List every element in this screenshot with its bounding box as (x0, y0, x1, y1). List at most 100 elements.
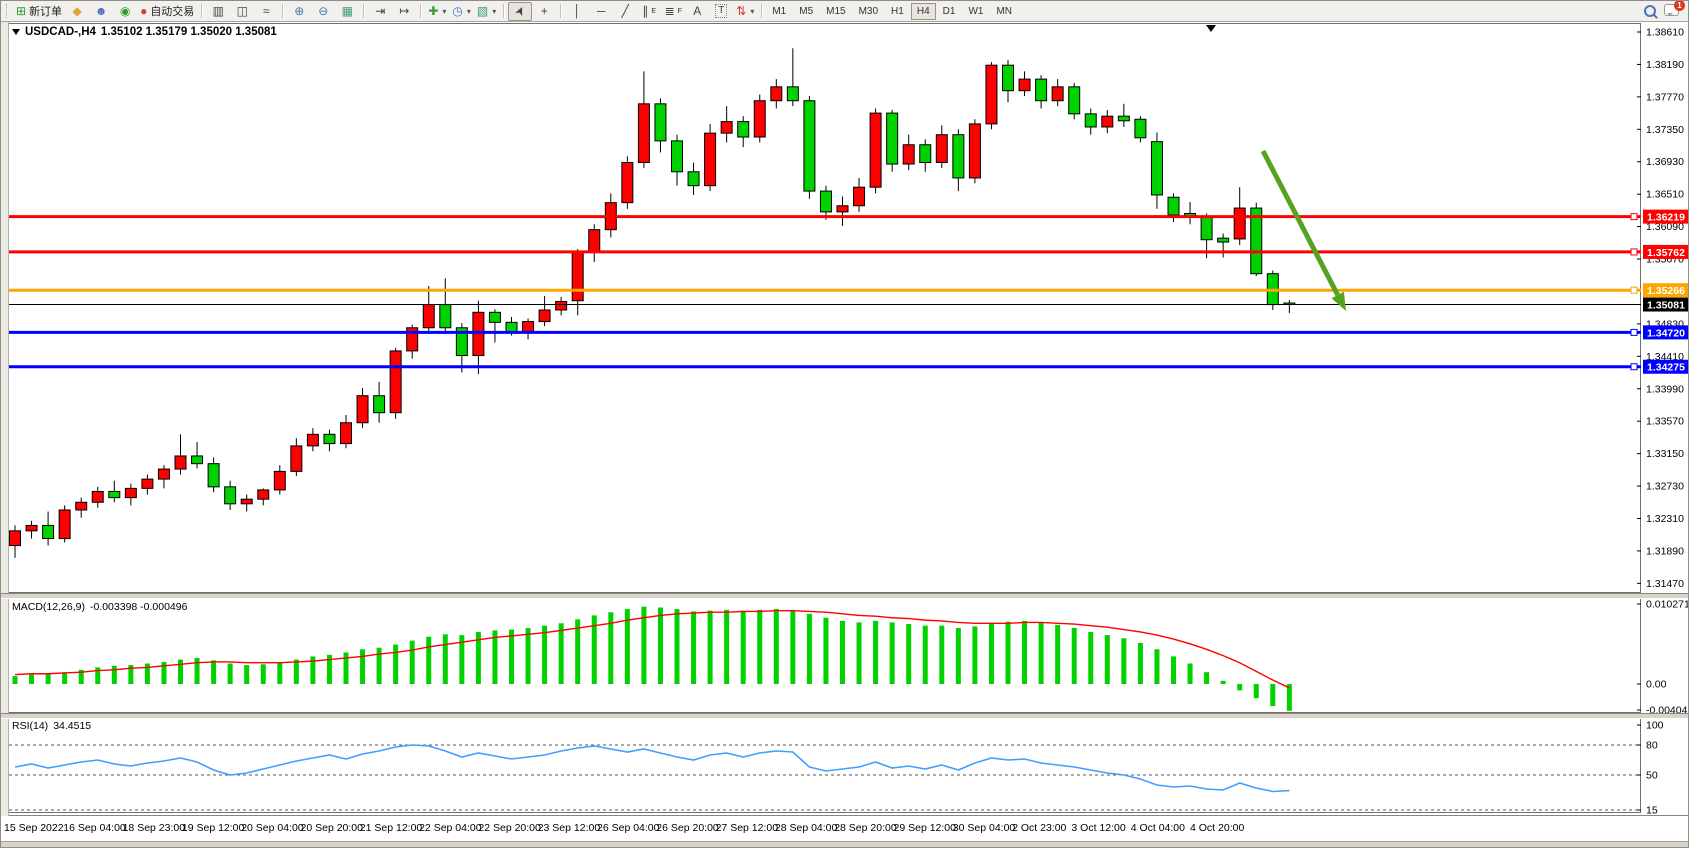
toolbar-grip[interactable] (6, 4, 11, 18)
signal-button[interactable]: ◉ (113, 2, 137, 21)
new-order-button[interactable]: ⊞ 新订单 (13, 2, 65, 21)
candle (389, 350, 402, 414)
macd-histogram-bar (856, 622, 862, 684)
tf-D1-button[interactable]: D1 (942, 5, 956, 17)
new-order-icon: ⊞ (16, 4, 27, 18)
candle (952, 134, 965, 179)
time-label: 23 Sep 12:00 (538, 822, 601, 834)
zoom-out-button[interactable]: ⊖ (311, 2, 335, 21)
tf-MN-button[interactable]: MN (996, 5, 1012, 17)
bar-chart-button[interactable]: ▥ (206, 2, 230, 21)
macd-histogram-bar (442, 634, 448, 684)
chat-button[interactable]: 1 (1664, 1, 1685, 19)
zoom-in-icon: ⊕ (294, 4, 305, 18)
auto-trading-button[interactable]: ● 自动交易 (137, 2, 197, 21)
macd-histogram-bar (426, 636, 432, 684)
candlestick-chart-button[interactable]: ◫ (230, 2, 254, 21)
level-handle[interactable] (1630, 248, 1638, 256)
crosshair-tool-button[interactable]: + (532, 2, 556, 21)
cursor-tool-button[interactable]: ➤ (508, 1, 533, 21)
bid-price-box (1643, 297, 1688, 312)
candle (323, 433, 336, 445)
chevron-down-icon: ▾ (492, 6, 497, 16)
chart-shift-button[interactable]: ↦ (392, 2, 416, 21)
time-label: 16 Sep 04:00 (63, 822, 126, 834)
channel-letter: E (651, 7, 657, 15)
macd-histogram-bar (1253, 684, 1259, 699)
trend-arrow-line[interactable] (1260, 149, 1340, 297)
text-tool-button[interactable]: A (685, 2, 709, 21)
line-chart-icon: ≈ (263, 4, 270, 18)
channel-tool-button[interactable]: ∥ E (637, 2, 661, 21)
pane-resize-macd-rsi[interactable] (1, 713, 1688, 719)
candle (671, 140, 683, 173)
chart-shift-marker[interactable] (1206, 25, 1216, 32)
search-icon[interactable] (1644, 5, 1656, 17)
level-price-box (1643, 283, 1688, 298)
tf-M5-button[interactable]: M5 (799, 5, 814, 17)
fibonacci-tool-button[interactable]: ≣ F (661, 2, 685, 21)
zoom-in-button[interactable]: ⊕ (287, 2, 311, 21)
level-handle[interactable] (1630, 213, 1638, 221)
level-handle[interactable] (1630, 328, 1638, 336)
time-label: 26 Sep 04:00 (597, 822, 660, 834)
periods-button[interactable]: ◷ ▾ (449, 2, 474, 21)
level-handle[interactable] (1630, 363, 1638, 371)
text-label-tool-button[interactable]: T (709, 2, 733, 21)
candle (1068, 86, 1081, 115)
vertical-line-tool-button[interactable]: │ (565, 2, 589, 21)
candle (522, 321, 535, 333)
templates-button[interactable]: ▧ ▾ (474, 2, 499, 21)
level-price-label: 1.35762 (1647, 247, 1685, 259)
macd-histogram-bar (1187, 663, 1193, 684)
macd-histogram-bar (1038, 622, 1044, 684)
trend-arrow-head[interactable] (1331, 291, 1346, 311)
tf-H1-button[interactable]: H1 (891, 5, 904, 17)
indicators-button[interactable]: ✚ ▾ (425, 2, 449, 21)
candle (588, 229, 601, 252)
candle (422, 304, 435, 329)
tf-M15-button[interactable]: M15 (826, 5, 846, 17)
expert-advisor-button[interactable]: ☻ (89, 2, 113, 21)
time-label: 20 Sep 04:00 (241, 822, 304, 834)
tf-M30-button[interactable]: M30 (858, 5, 879, 17)
candle (720, 121, 733, 134)
pane-resize-main-macd[interactable] (1, 593, 1688, 599)
collapse-triangle-icon[interactable] (12, 29, 20, 35)
candle (1002, 64, 1014, 92)
rsi-label: RSI(14) 34.4515 (12, 720, 91, 732)
price-tick-label: 1.37770 (1646, 91, 1684, 103)
separator (282, 4, 284, 18)
level-price-label: 1.35266 (1647, 285, 1685, 297)
rsi-value: 34.4515 (53, 720, 92, 732)
eraser-button[interactable]: ◆ (65, 2, 89, 21)
line-chart-button[interactable]: ≈ (254, 2, 278, 21)
macd-histogram-bar (591, 615, 597, 684)
macd-label: MACD(12,26,9) -0.003398 -0.000496 (12, 601, 187, 613)
candle (704, 132, 717, 187)
level-handle[interactable] (1630, 286, 1638, 294)
time-label: 19 Sep 12:00 (182, 822, 245, 834)
macd-histogram-bar (1005, 621, 1011, 684)
main-pane-frame (8, 23, 1641, 593)
candle (902, 144, 915, 165)
tf-M1-button[interactable]: M1 (772, 5, 787, 17)
rsi-axis-label: 15 (1646, 805, 1658, 817)
candle (935, 134, 948, 164)
candle (1035, 78, 1048, 102)
macd-histogram-bar (144, 663, 150, 684)
separator (560, 4, 562, 18)
time-label: 21 Sep 12:00 (360, 822, 423, 834)
trendline-tool-button[interactable]: ╱ (613, 2, 637, 21)
tf-H4-button[interactable]: H4 (910, 2, 936, 20)
macd-histogram-bar (45, 673, 51, 684)
tf-W1-button[interactable]: W1 (968, 5, 984, 17)
trendline-icon: ╱ (621, 4, 629, 18)
candle (819, 190, 832, 213)
auto-scroll-button[interactable]: ⇥ (368, 2, 392, 21)
horizontal-line-tool-button[interactable]: ─ (589, 2, 613, 21)
arrows-tool-button[interactable]: ⇅ ▾ (733, 2, 757, 21)
candle (124, 487, 137, 499)
tile-windows-button[interactable]: ▦ (335, 2, 359, 21)
